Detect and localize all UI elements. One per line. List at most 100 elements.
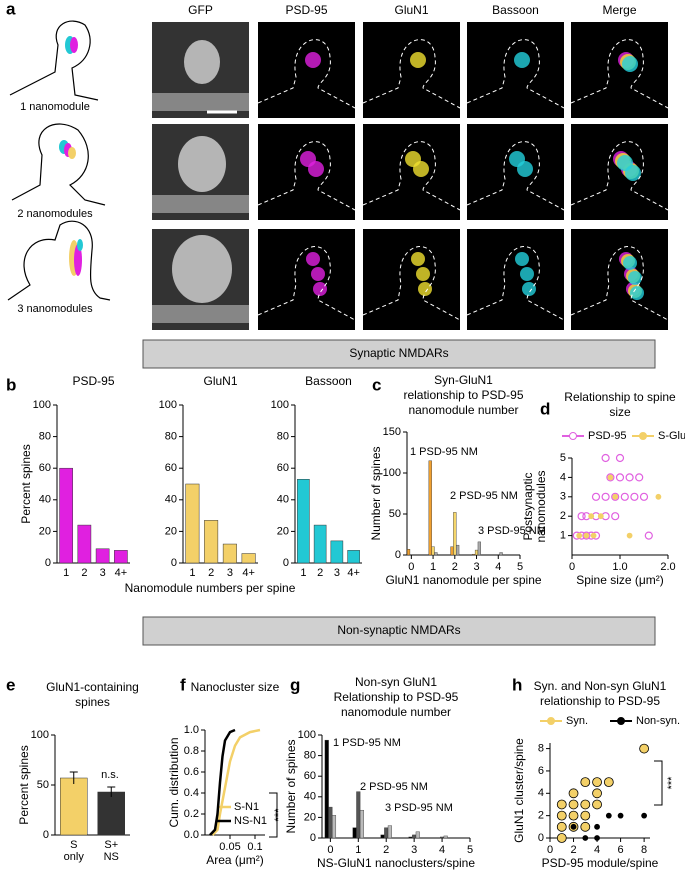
- bar: [359, 809, 364, 839]
- x-tick-label: 3: [227, 567, 233, 579]
- bar: [59, 467, 73, 564]
- panel-label: a: [6, 0, 16, 18]
- spine-outline: [362, 39, 461, 109]
- sted-label: STED: [366, 316, 395, 328]
- sted-label: STED: [261, 104, 290, 116]
- point: [580, 777, 591, 788]
- bar: [328, 806, 333, 839]
- point: [644, 531, 653, 540]
- chart-title: PSD-95: [72, 374, 114, 388]
- micrograph: [363, 229, 460, 330]
- row-label: 2 nanomodules: [17, 208, 93, 220]
- signal: [623, 256, 637, 270]
- y-tick-label: 60: [39, 462, 51, 474]
- x-tick-label: 0.1: [247, 841, 262, 853]
- signal: [313, 282, 327, 296]
- y-tick-label: 100: [271, 399, 289, 411]
- x-tick-label: 5: [517, 561, 523, 573]
- point: [611, 492, 620, 501]
- x-tick-label: 1: [300, 567, 306, 579]
- spine-outline: [570, 246, 669, 321]
- point: [611, 512, 620, 521]
- point: [594, 823, 600, 830]
- x-tick-label: 2: [208, 567, 214, 579]
- micrograph: [571, 124, 668, 220]
- y-tick-label: 100: [159, 399, 177, 411]
- micrograph: [258, 22, 355, 118]
- y-tick-label: 80: [277, 431, 289, 443]
- signal: [305, 52, 321, 68]
- point: [568, 799, 579, 810]
- point: [590, 532, 597, 539]
- annotation: ***: [666, 776, 678, 790]
- signal: [522, 282, 536, 296]
- y-axis-label: Postsynaptic: [521, 472, 535, 540]
- point: [630, 492, 639, 501]
- legend-label: PSD-95: [588, 430, 627, 442]
- x-axis-label: Area (μm²): [206, 853, 264, 867]
- bar: [474, 549, 479, 556]
- panel-label: h: [512, 675, 522, 694]
- y-axis-label: Percent spines: [17, 745, 31, 824]
- series-label: 3 PSD-95 NM: [385, 802, 453, 814]
- y-tick-label: 0: [171, 557, 177, 569]
- y-axis-label: Number of spines: [284, 739, 298, 833]
- sted-label: STED: [366, 104, 395, 116]
- y-tick-label: 0.4: [184, 787, 199, 799]
- series-label: 2 PSD-95 NM: [360, 781, 428, 793]
- x-tick-label: 4+: [242, 567, 255, 579]
- schematics: [7, 20, 111, 301]
- point: [625, 473, 634, 482]
- micrograph: [467, 22, 564, 118]
- y-tick-label: 80: [39, 431, 51, 443]
- point: [635, 473, 644, 482]
- y-tick-label: 50: [37, 779, 49, 791]
- y-axis-label: Number of spines: [369, 446, 383, 540]
- micrograph: [571, 229, 668, 330]
- point: [580, 810, 591, 821]
- channel-header: GluN1: [394, 3, 428, 17]
- x-tick-label: S: [70, 839, 77, 851]
- sted-label: STED: [261, 206, 290, 218]
- y-tick-label: 60: [277, 462, 289, 474]
- point: [592, 777, 602, 788]
- point: [568, 810, 579, 821]
- legend-label: NS-N1: [234, 815, 267, 827]
- significance-bracket: [269, 792, 278, 838]
- bar: [443, 835, 448, 839]
- y-tick-label: 40: [304, 791, 316, 803]
- micrograph: [571, 22, 668, 118]
- signal: [628, 271, 642, 285]
- chart-title: nanomodule number: [341, 705, 451, 719]
- y-axis-label: Cum. distribution: [167, 737, 181, 827]
- spine-outline: [257, 141, 356, 211]
- bar: [95, 548, 110, 564]
- signal: [416, 267, 430, 281]
- y-tick-label: 100: [298, 729, 316, 741]
- bar: [324, 739, 329, 839]
- point: [603, 777, 614, 788]
- x-tick-label: S+: [104, 839, 118, 851]
- micrograph: [363, 124, 460, 220]
- y-tick-label: 0: [395, 549, 401, 561]
- banner: [142, 616, 656, 646]
- bar: [428, 460, 432, 556]
- bar: [331, 815, 337, 839]
- point: [620, 492, 629, 501]
- gfp-signal: [178, 136, 226, 192]
- y-axis-label: GluN1 cluster/spine: [512, 738, 526, 843]
- point: [556, 833, 567, 843]
- x-tick-label: 0: [327, 844, 333, 856]
- sted-label: STED: [470, 316, 499, 328]
- panel-label: g: [290, 675, 300, 694]
- line: [209, 728, 236, 836]
- x-tick-label: only: [64, 851, 85, 863]
- y-tick-label: 0: [310, 832, 316, 844]
- y-tick-label: 0: [283, 557, 289, 569]
- y-tick-label: 150: [383, 426, 401, 438]
- bar: [347, 550, 360, 564]
- bar: [222, 543, 237, 564]
- gfp-signal: [172, 235, 232, 303]
- panel-label: f: [180, 675, 186, 694]
